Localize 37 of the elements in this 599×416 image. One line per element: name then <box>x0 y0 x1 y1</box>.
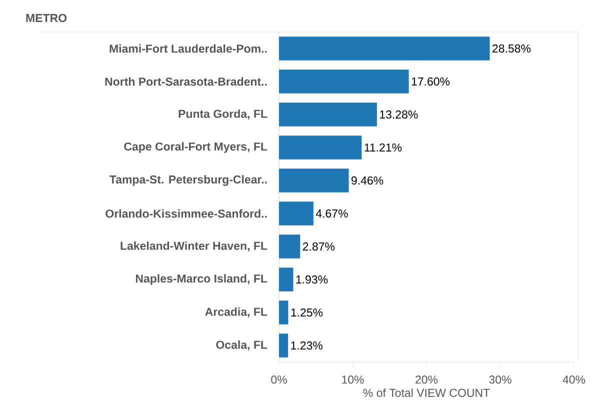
bar <box>279 334 288 358</box>
x-axis-title: % of Total VIEW COUNT <box>363 388 490 397</box>
x-tick-label: 30% <box>489 376 512 384</box>
bar <box>279 300 288 324</box>
y-tick-label: Miami-Fort Lauderdale-Pom.. <box>110 44 267 53</box>
data-label: 1.23% <box>291 341 322 350</box>
y-tick-label: Ocala, FL <box>216 340 268 351</box>
x-tick-label: 20% <box>416 376 438 384</box>
x-tick-label: 10% <box>342 376 364 384</box>
y-tick-label: Orlando-Kissimmee-Sanford.. <box>106 209 267 218</box>
x-tick-label: 0% <box>271 376 287 384</box>
x-tick-label: 40% <box>562 376 586 384</box>
y-tick-label: North Port-Sarasota-Bradent.. <box>105 77 267 86</box>
data-label: 13.28% <box>380 110 418 119</box>
data-label: 11.21% <box>364 143 402 152</box>
bar <box>279 36 490 60</box>
y-tick-label: Cape Coral-Fort Myers, FL <box>124 142 268 153</box>
bar <box>279 102 377 126</box>
bar <box>279 136 362 160</box>
y-tick-label: Tampa-St. Petersburg-Clear.. <box>110 175 267 186</box>
data-label: 1.25% <box>291 308 323 317</box>
data-label: 2.87% <box>302 242 335 251</box>
y-tick-label: Punta Gorda, FL <box>178 109 268 120</box>
y-tick-label: Arcadia, FL <box>205 307 268 318</box>
y-axis-title: METRO <box>26 14 67 22</box>
bar <box>279 202 314 226</box>
y-tick-label: Lakeland-Winter Haven, FL <box>120 241 268 252</box>
data-label: 9.46% <box>352 176 384 185</box>
data-label: 1.93% <box>296 275 328 284</box>
bar <box>279 234 300 258</box>
data-label: 4.67% <box>316 209 348 218</box>
y-tick-label: Naples-Marco Island, FL <box>136 274 268 285</box>
data-label: 28.58% <box>492 44 531 53</box>
data-label: 17.60% <box>412 77 450 86</box>
bar <box>279 70 409 94</box>
bar <box>279 268 294 292</box>
bar <box>279 168 349 192</box>
